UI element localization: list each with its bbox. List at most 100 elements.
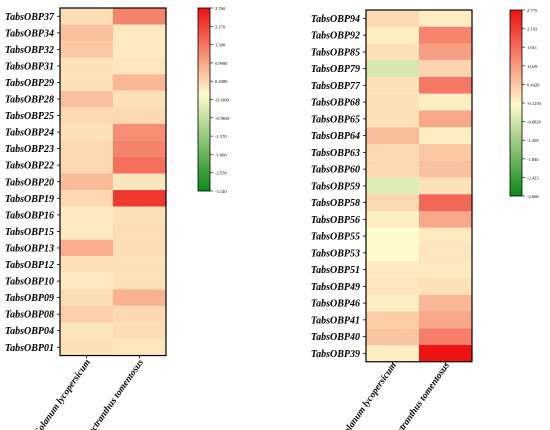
heatmap-cell	[366, 278, 419, 295]
colorbar-tick-label: -3.140	[215, 189, 227, 194]
colorbar-tick-label: 2.775	[527, 8, 538, 13]
colorbar-tick-label: -2.423	[527, 175, 539, 180]
row-label: TabsOBP79	[311, 64, 360, 75]
colorbar	[509, 9, 523, 197]
heatmap-cell	[366, 211, 419, 228]
row-label: TabsOBP94	[311, 14, 360, 25]
heatmap-cell	[60, 57, 113, 75]
colorbar-tick-label: -1.370	[215, 134, 227, 139]
heatmap-cell	[113, 57, 166, 75]
row-label: TabsOBP12	[5, 260, 54, 271]
heatmap-cell	[419, 227, 472, 245]
row-label: TabsOBP10	[5, 277, 54, 288]
row-label: TabsOBP65	[311, 114, 360, 125]
heatmap-cell	[60, 256, 113, 273]
heatmap-cell	[366, 311, 419, 329]
column-label: Plectranthus tomentosus	[388, 361, 452, 430]
heatmap-cell	[113, 107, 166, 124]
heatmap-cell	[60, 41, 113, 58]
heatmap-cell	[366, 160, 419, 178]
row-label: TabsOBP49	[311, 282, 360, 293]
colorbar-tick-label: 2.760	[215, 6, 226, 11]
colorbar-tick-label: 0.4000	[215, 79, 228, 84]
heatmap-cell	[60, 24, 113, 42]
row-label: TabsOBP28	[5, 95, 54, 106]
heatmap-cell	[60, 272, 113, 290]
row-label: TabsOBP19	[5, 194, 54, 205]
heatmap-cell	[366, 294, 419, 312]
heatmap-cell	[113, 173, 166, 191]
heatmap-cell	[366, 43, 419, 61]
column-label: Solanum lycopersicum	[339, 361, 399, 430]
colorbar-tick-label: -0.7800	[215, 116, 230, 121]
heatmap-cell	[366, 194, 419, 211]
heatmap-cell	[419, 194, 472, 211]
heatmap-panel-2: TabsOBP94 TabsOBP92 TabsOBP85 TabsOBP79 Tabs…	[311, 8, 542, 430]
colorbar-tick-label: 0.9900	[215, 61, 228, 66]
heatmap-cell	[419, 345, 472, 362]
row-label: TabsOBP16	[5, 210, 54, 221]
heatmap-cell	[113, 24, 166, 42]
heatmap-cell	[419, 110, 472, 128]
heatmap-cell	[60, 90, 113, 108]
row-label: TabsOBP46	[311, 299, 360, 310]
heatmap-cell	[366, 227, 419, 245]
heatmap-cell	[366, 110, 419, 128]
row-label: TabsOBP58	[311, 198, 360, 209]
heatmap-cell	[60, 173, 113, 191]
heatmap-cell	[419, 127, 472, 144]
row-label: TabsOBP08	[5, 310, 54, 321]
heatmap-cell	[113, 305, 166, 323]
row-label: TabsOBP31	[5, 61, 54, 72]
row-label: TabsOBP34	[5, 28, 54, 39]
heatmap-cell	[113, 223, 166, 240]
colorbar-tick-label: -1.846	[527, 157, 539, 162]
heatmap-cell	[113, 256, 166, 273]
colorbar-tick-label: -1.269	[527, 138, 539, 143]
row-label: TabsOBP13	[5, 243, 54, 254]
row-label: TabsOBP37	[5, 12, 55, 23]
colorbar-tick-label: -1.960	[215, 152, 227, 157]
row-label: TabsOBP59	[311, 181, 360, 192]
row-label: TabsOBP56	[311, 215, 360, 226]
heatmap-cell	[366, 93, 419, 111]
row-label: TabsOBP24	[5, 128, 54, 139]
row-label: TabsOBP20	[5, 177, 54, 188]
heatmap-cell	[419, 43, 472, 61]
heatmap-cell	[113, 289, 166, 306]
heatmap-cell	[113, 123, 166, 141]
heatmap-cell	[366, 177, 419, 195]
colorbar-tick-label: -2.666	[527, 194, 539, 199]
heatmap-cell	[419, 77, 472, 94]
heatmap-cell	[60, 206, 113, 224]
heatmap-cell	[419, 278, 472, 295]
heatmap-cell	[113, 41, 166, 58]
row-label: TabsOBP51	[311, 265, 360, 276]
heatmap-cell	[419, 261, 472, 278]
heatmap-cell	[419, 10, 472, 27]
heatmap-cell	[60, 239, 113, 257]
row-label: TabsOBP55	[311, 232, 360, 243]
row-label: TabsOBP85	[311, 47, 360, 58]
heatmap-cell	[60, 305, 113, 323]
heatmap-cell	[113, 239, 166, 257]
heatmap-cell	[113, 156, 166, 174]
heatmap-cell	[419, 160, 472, 178]
colorbar-tick-label: 2.170	[215, 24, 226, 29]
heatmap-cell	[366, 345, 419, 362]
row-label: TabsOBP15	[5, 227, 54, 238]
heatmap-cell	[113, 74, 166, 91]
row-label: TabsOBP22	[5, 161, 54, 172]
row-label: TabsOBP39	[311, 349, 360, 360]
heatmap-cell	[60, 107, 113, 124]
heatmap-cell	[419, 93, 472, 111]
heatmap-cell	[366, 244, 419, 262]
row-label: TabsOBP04	[5, 326, 54, 337]
heatmap-panel-1: TabsOBP37 TabsOBP34 TabsOBP32 TabsOBP31 Tabs…	[5, 6, 230, 430]
heatmap-cell	[113, 339, 166, 356]
row-label: TabsOBP64	[311, 131, 360, 142]
heatmap-cell	[419, 244, 472, 262]
heatmap-cell	[60, 140, 113, 157]
row-label: TabsOBP41	[311, 315, 360, 326]
colorbar-tick-label: -0.6820	[527, 120, 542, 125]
